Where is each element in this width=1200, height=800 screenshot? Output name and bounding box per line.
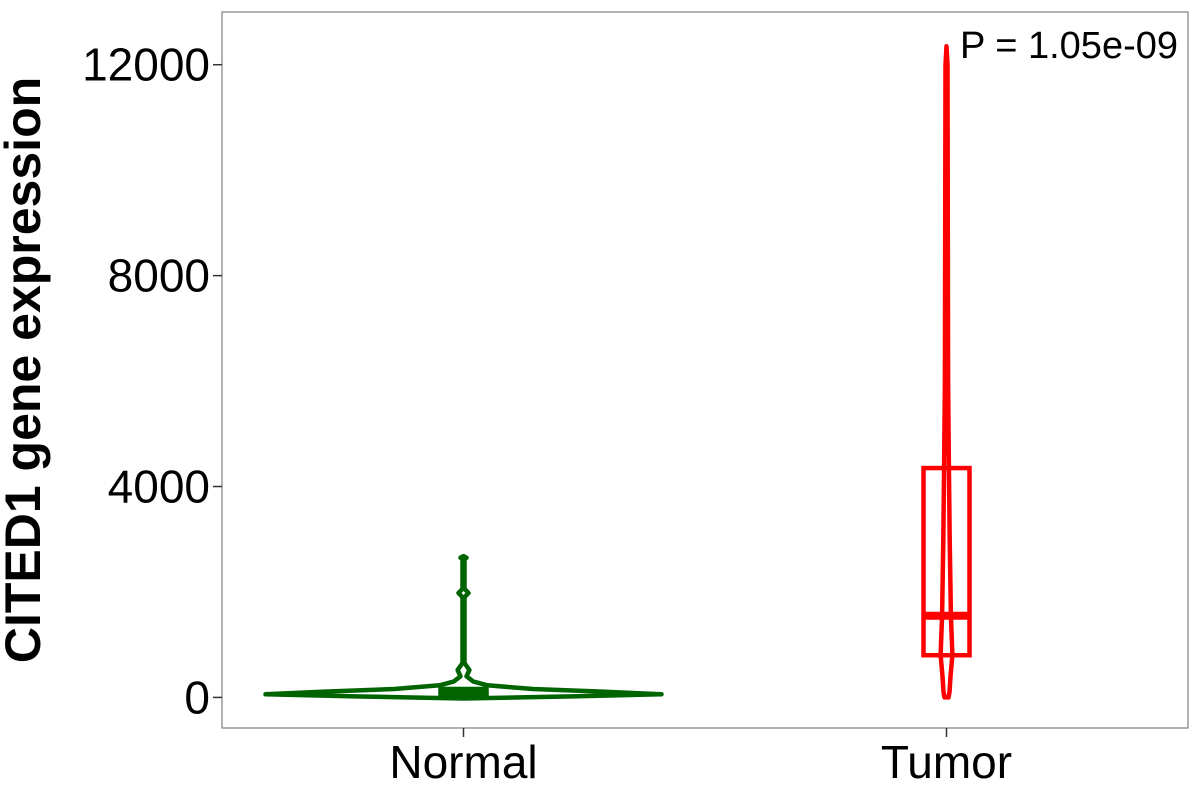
violins (263, 44, 955, 701)
y-tick-label-0: 0 (184, 671, 210, 723)
x-tick-label-tumor: Tumor (881, 736, 1012, 788)
y-axis: 0 4000 8000 12000 (82, 39, 222, 723)
violin-tumor (938, 44, 955, 700)
x-tick-label-normal: Normal (389, 736, 537, 788)
y-tick-label-12000: 12000 (82, 39, 210, 91)
p-value-annotation: P = 1.05e-09 (960, 25, 1178, 67)
x-axis: Normal Tumor (389, 728, 1012, 788)
y-axis-label: CITED1 gene expression (0, 77, 51, 663)
y-tick-label-8000: 8000 (108, 250, 210, 302)
violin-normal (263, 553, 664, 701)
plot-panel (221, 11, 1189, 729)
box-tumor (921, 465, 972, 658)
y-tick-label-4000: 4000 (108, 461, 210, 513)
boxes (438, 465, 972, 699)
